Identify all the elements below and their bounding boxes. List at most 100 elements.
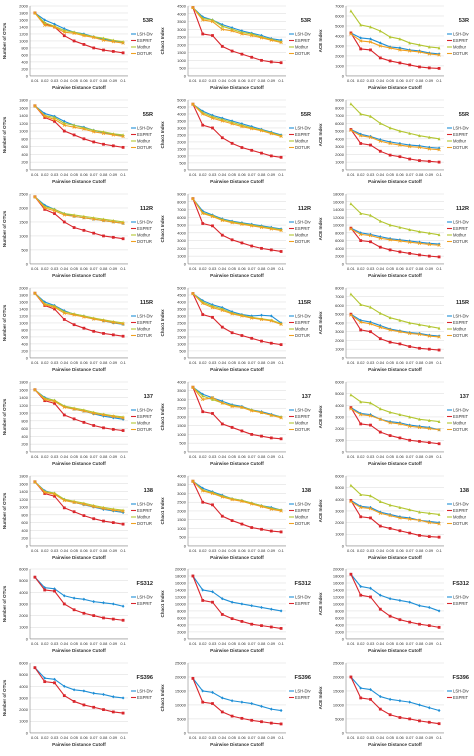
x-tick-label: 0.01 [189, 78, 198, 83]
y-tick-label: 1000 [19, 38, 29, 43]
x-tick-label: 0.06 [396, 735, 405, 740]
y-tick-label: 6000 [335, 238, 345, 243]
data-point [408, 414, 412, 418]
legend-label: ESPRIT [295, 132, 311, 137]
data-point [201, 211, 205, 215]
data-point [388, 713, 392, 717]
series-line-mothur [192, 292, 282, 324]
legend-label: Mothur [453, 138, 467, 143]
chart-panel: 0 200 400 600 800 1000 1200 1400 1600 1800 0.01 0.0… [0, 94, 158, 188]
data-point [191, 196, 195, 201]
x-axis-label: Pairwise Distance Cutoff [52, 179, 106, 184]
series-line-lsh-div [350, 32, 440, 55]
y-tick-label: 1500 [177, 50, 187, 55]
y-tick-label: 3000 [335, 43, 345, 48]
y-tick-label: 1000 [19, 233, 29, 238]
data-point [43, 23, 47, 27]
data-point [369, 688, 372, 692]
y-tick-label: 10000 [333, 703, 345, 708]
x-tick-label: 0.08 [416, 735, 425, 740]
data-point [398, 328, 402, 333]
x-axis-label: Pairwise Distance Cutoff [210, 554, 264, 559]
y-tick-label: 1000 [177, 341, 187, 346]
data-point [388, 126, 392, 130]
x-tick-label: 0.08 [100, 453, 109, 458]
x-tick-label: 0.1 [120, 266, 126, 271]
series-line-esprit [34, 480, 124, 525]
legend-label: Mothur [295, 514, 309, 519]
data-point [230, 311, 234, 316]
data-point [369, 595, 372, 599]
x-tick-label: 0.02 [199, 547, 208, 552]
data-point [437, 626, 441, 630]
x-tick-label: 0.02 [357, 360, 366, 365]
y-tick-label: 2000 [177, 246, 187, 251]
data-point [427, 52, 431, 56]
x-tick-label: 0.03 [367, 735, 376, 740]
data-point [260, 527, 263, 531]
x-tick-label: 0.05 [228, 78, 237, 83]
y-tick-label: 1500 [177, 517, 187, 522]
legend-label: ESPRIT [137, 226, 153, 231]
x-tick-label: 0.1 [436, 360, 442, 365]
y-tick-label: 2000 [335, 630, 345, 635]
y-tick-label: 12000 [333, 595, 345, 600]
legend-label: DOTUR [453, 239, 468, 244]
data-point [437, 326, 441, 330]
legend-label: Mothur [295, 420, 309, 425]
legend-label: LSH-Div [453, 407, 469, 412]
y-tick-label: 0 [26, 167, 29, 172]
data-point [102, 331, 105, 335]
data-point [417, 145, 422, 149]
data-point [279, 249, 283, 253]
x-tick-label: 0.08 [100, 547, 109, 552]
legend-label: Mothur [137, 326, 151, 331]
x-axis-label: Pairwise Distance Cutoff [368, 742, 422, 747]
x-tick-label: 0.08 [416, 453, 425, 458]
data-point [82, 513, 86, 517]
data-point [82, 612, 86, 616]
series-line-mothur [34, 12, 124, 43]
data-point [211, 411, 214, 415]
data-point [359, 112, 363, 116]
data-point [230, 715, 234, 718]
y-tick-label: 1800 [19, 292, 29, 297]
data-point [359, 412, 363, 416]
chart-title: 55R [143, 112, 153, 118]
y-tick-label: 6000 [335, 13, 345, 18]
x-tick-label: 0.02 [357, 266, 366, 271]
data-point [92, 140, 96, 144]
legend-label: ESPRIT [295, 38, 311, 43]
y-tick-label: 1200 [19, 496, 29, 501]
x-tick-label: 0.07 [248, 78, 257, 83]
legend-label: LSH-Div [295, 407, 311, 412]
legend-label: Mothur [453, 420, 467, 425]
data-point [269, 626, 273, 629]
data-point [398, 699, 402, 703]
data-point [408, 531, 412, 534]
data-point [427, 334, 431, 338]
x-tick-label: 0.07 [406, 641, 415, 646]
legend-label: LSH-Div [453, 595, 469, 600]
x-tick-label: 0.08 [416, 641, 425, 646]
x-tick-label: 0.01 [189, 641, 198, 646]
data-point [279, 722, 283, 726]
data-point [269, 227, 273, 231]
series-line-esprit [34, 667, 124, 714]
y-tick-label: 5000 [335, 23, 345, 28]
x-tick-label: 0.06 [80, 172, 89, 177]
x-tick-label: 0.09 [109, 360, 118, 365]
x-tick-label: 0.06 [80, 78, 89, 83]
data-point [72, 125, 76, 129]
y-tick-label: 400 [21, 527, 28, 532]
x-tick-label: 0.06 [80, 453, 89, 458]
data-point [111, 695, 115, 699]
series-line-dotur [34, 105, 124, 137]
y-tick-label: 2000 [335, 253, 345, 258]
x-tick-label: 0.1 [120, 172, 126, 177]
legend-label: Mothur [453, 326, 467, 331]
y-tick-label: 800 [21, 512, 28, 517]
data-point [53, 590, 56, 593]
x-tick-label: 0.07 [90, 78, 99, 83]
y-tick-label: 4000 [335, 623, 345, 628]
